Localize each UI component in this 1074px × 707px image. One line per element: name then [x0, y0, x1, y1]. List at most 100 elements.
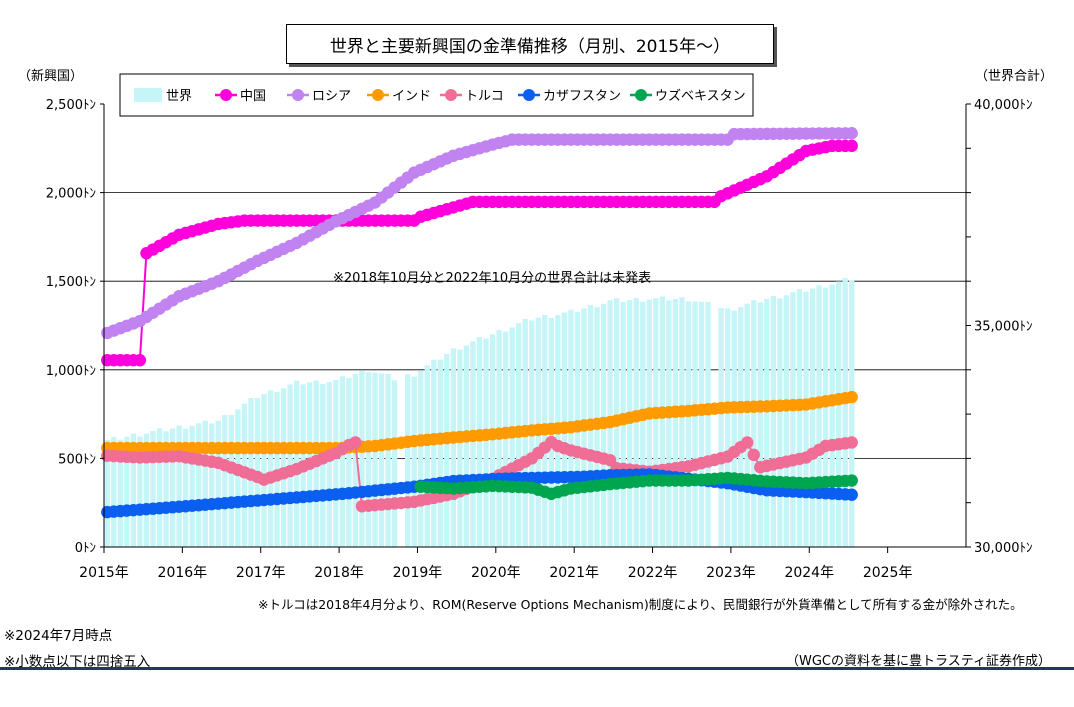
point-turkey	[349, 436, 362, 449]
rounding-note: ※小数点以下は四捨五入	[4, 654, 151, 670]
world-bar	[418, 370, 424, 547]
world-bar	[672, 298, 679, 547]
world-bar	[849, 280, 855, 547]
as-of-note: ※2024年7月時点	[4, 628, 113, 644]
world-bar	[685, 301, 692, 547]
point-china	[133, 354, 147, 367]
world-bar	[796, 289, 803, 547]
world-bar	[666, 300, 672, 547]
point-kazakhstan	[845, 488, 858, 501]
world-bar	[724, 308, 731, 547]
world-bar	[209, 423, 215, 547]
x-tick-label: 2016年	[158, 565, 208, 581]
world-bar	[228, 415, 235, 547]
world-bar	[829, 284, 835, 547]
world-bar	[679, 297, 685, 547]
world-bar	[267, 390, 274, 547]
legend-label: インド	[392, 89, 431, 104]
y-tick-label: 0ﾄﾝ	[75, 541, 96, 556]
world-bar	[790, 292, 796, 547]
x-tick-label: 2015年	[79, 565, 129, 581]
world-bar	[705, 302, 711, 547]
y-tick-label: 500ﾄﾝ	[58, 452, 96, 467]
world-bar	[385, 374, 391, 547]
world-bar	[235, 409, 241, 547]
world-bar	[483, 338, 489, 547]
world-bar	[365, 372, 372, 547]
world-bar	[633, 298, 639, 547]
world-bar	[137, 436, 143, 547]
world-bar	[470, 341, 476, 547]
world-bar	[372, 372, 378, 547]
world-bar	[738, 307, 744, 547]
world-bar	[143, 433, 150, 547]
world-bar	[764, 298, 770, 547]
world-bar	[156, 428, 163, 547]
x-tick-label: 2018年	[314, 565, 364, 581]
y-tick-label: 1,000ﾄﾝ	[46, 364, 96, 379]
world-bar	[803, 291, 809, 547]
point-china	[845, 139, 858, 153]
world-bar	[196, 423, 202, 547]
world-bar	[333, 380, 339, 547]
x-tick-label: 2024年	[784, 565, 834, 581]
world-bar	[163, 431, 169, 547]
point-india	[845, 390, 858, 404]
world-bar	[391, 380, 398, 547]
chart-title: 世界と主要新興国の金準備推移（月別、2015年～）	[286, 24, 774, 64]
world-bar	[169, 428, 176, 547]
x-tick-label: 2023年	[706, 565, 756, 581]
world-bar	[489, 334, 496, 547]
world-bar	[718, 308, 724, 547]
world-bar	[424, 365, 430, 547]
world-bar	[783, 295, 790, 547]
legend-marker	[445, 89, 457, 101]
world-bar	[117, 439, 123, 547]
world-bar	[150, 431, 156, 547]
world-bar	[698, 301, 705, 547]
world-bar	[411, 376, 417, 547]
world-bar	[202, 420, 208, 547]
world-bar	[692, 301, 698, 547]
world-bar	[476, 337, 483, 547]
y2-tick-label: 30,000ﾄﾝ	[974, 541, 1033, 556]
world-bar	[809, 288, 816, 547]
legend-marker	[523, 89, 535, 101]
legend-label: カザフスタン	[543, 89, 621, 104]
world-bar	[502, 331, 509, 547]
world-bar	[751, 300, 757, 547]
series-line-russia	[106, 132, 852, 334]
world-bar	[653, 298, 659, 547]
world-bar	[640, 301, 646, 547]
turkey-note: ※トルコは2018年4月分より、ROM(Reserve Options Mech…	[258, 597, 1023, 612]
world-bar	[659, 296, 666, 547]
world-bar	[104, 439, 110, 547]
world-bar	[111, 436, 117, 547]
y2-tick-label: 35,000ﾄﾝ	[974, 320, 1033, 335]
world-bar	[744, 303, 750, 547]
source-note: （WGCの資料を基に豊トラスティ証券作成）	[786, 654, 1051, 669]
y-tick-label: 2,500ﾄﾝ	[46, 98, 96, 113]
x-tick-label: 2017年	[236, 565, 286, 581]
world-bar	[320, 384, 326, 547]
y-tick-label: 1,500ﾄﾝ	[46, 275, 96, 290]
legend-marker	[292, 89, 304, 101]
world-bar	[457, 349, 463, 547]
world-bar	[816, 285, 822, 547]
world-bar	[346, 378, 352, 547]
legend-label: 中国	[240, 89, 266, 104]
world-bar	[378, 373, 385, 547]
y-axis-title: （新興国）	[18, 68, 83, 84]
legend-label: 世界	[166, 89, 192, 104]
world-bar	[352, 374, 359, 547]
point-uzbekistan	[845, 474, 858, 487]
world-bar	[444, 353, 450, 547]
world-bar	[757, 302, 763, 547]
world-bar	[130, 433, 137, 547]
legend-label: ロシア	[312, 89, 351, 104]
bottom-rule	[0, 667, 1074, 670]
world-bar	[215, 420, 221, 547]
x-tick-label: 2019年	[393, 565, 443, 581]
x-tick-label: 2021年	[549, 565, 599, 581]
